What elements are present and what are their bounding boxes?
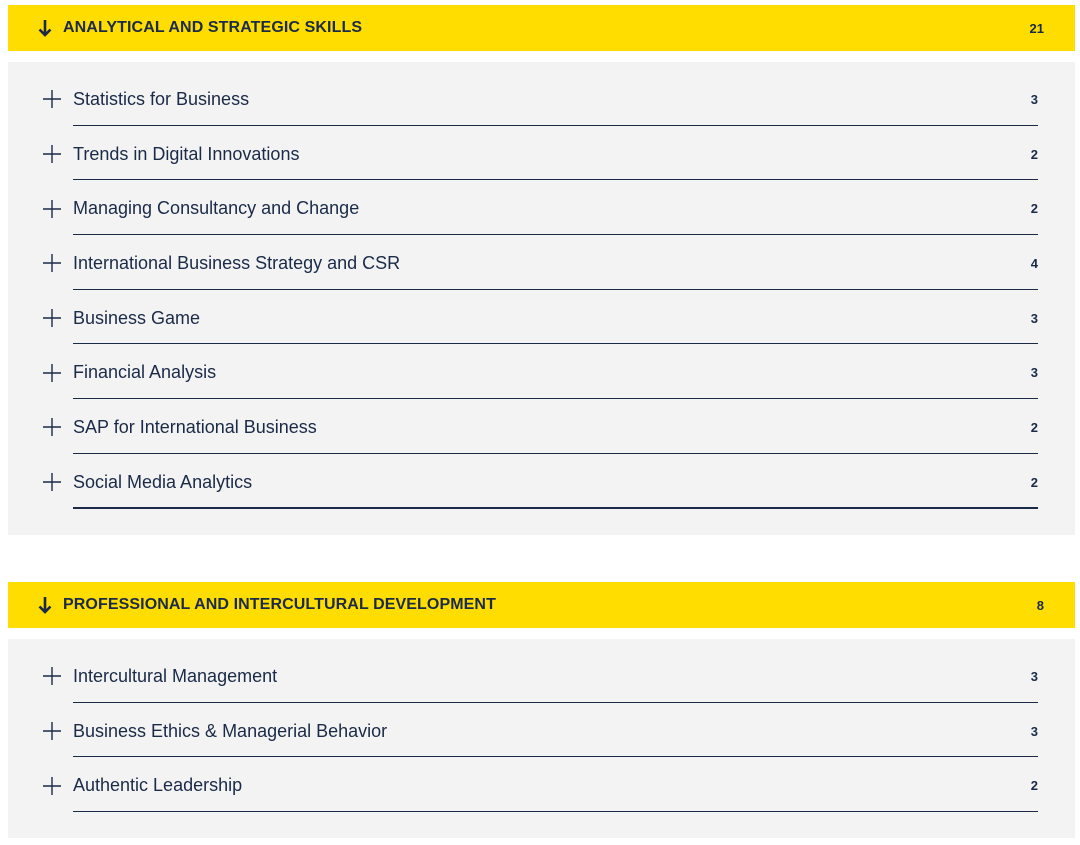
course-name: Financial Analysis [73, 362, 217, 383]
course-credits: 2 [1030, 146, 1038, 162]
course-row[interactable]: Authentic Leadership 2 [42, 757, 1038, 812]
course-credits: 3 [1030, 668, 1038, 684]
course-credits: 2 [1030, 201, 1038, 217]
course-row[interactable]: Trends in Digital Innovations 2 [42, 126, 1038, 181]
course-name: Social Media Analytics [73, 471, 253, 492]
course-name: Trends in Digital Innovations [73, 143, 300, 164]
plus-icon[interactable] [42, 666, 62, 686]
section-credits: 21 [1029, 20, 1044, 36]
course-name: Managing Consultancy and Change [73, 198, 360, 219]
course-list: Intercultural Management 3 Business Ethi… [8, 639, 1075, 839]
course-row[interactable]: SAP for International Business 2 [42, 399, 1038, 454]
course-credits: 4 [1030, 255, 1038, 271]
arrow-down-icon [38, 19, 52, 37]
course-credits: 3 [1030, 723, 1038, 739]
plus-icon[interactable] [42, 253, 62, 273]
plus-icon[interactable] [42, 417, 62, 437]
plus-icon[interactable] [42, 472, 62, 492]
course-credits: 2 [1030, 474, 1038, 490]
course-row[interactable]: Statistics for Business 3 [42, 71, 1038, 126]
course-name: SAP for International Business [73, 416, 317, 437]
course-credits: 2 [1030, 419, 1038, 435]
plus-icon[interactable] [42, 776, 62, 796]
course-row[interactable]: Financial Analysis 3 [42, 344, 1038, 399]
section-analytical-strategic-skills: ANALYTICAL AND STRATEGIC SKILLS 21 Stati… [8, 5, 1075, 535]
section-credits: 8 [1036, 597, 1044, 613]
course-credits: 2 [1030, 778, 1038, 794]
course-row[interactable]: International Business Strategy and CSR … [42, 235, 1038, 290]
course-row[interactable]: Business Ethics & Managerial Behavior 3 [42, 703, 1038, 758]
course-credits: 3 [1030, 365, 1038, 381]
plus-icon[interactable] [42, 721, 62, 741]
course-name: Authentic Leadership [73, 775, 243, 796]
plus-icon[interactable] [42, 199, 62, 219]
plus-icon[interactable] [42, 144, 62, 164]
section-professional-intercultural-development: PROFESSIONAL AND INTERCULTURAL DEVELOPME… [8, 582, 1075, 839]
plus-icon[interactable] [42, 89, 62, 109]
course-row[interactable]: Intercultural Management 3 [42, 648, 1038, 703]
course-name: Intercultural Management [73, 665, 278, 686]
course-credits: 3 [1030, 310, 1038, 326]
course-name: Business Game [73, 307, 201, 328]
section-header[interactable]: ANALYTICAL AND STRATEGIC SKILLS 21 [8, 5, 1075, 51]
course-row[interactable]: Managing Consultancy and Change 2 [42, 180, 1038, 235]
plus-icon[interactable] [42, 308, 62, 328]
course-row[interactable]: Social Media Analytics 2 [42, 454, 1038, 509]
course-name: Statistics for Business [73, 88, 250, 109]
plus-icon[interactable] [42, 363, 62, 383]
course-name: International Business Strategy and CSR [73, 252, 401, 273]
course-row[interactable]: Business Game 3 [42, 290, 1038, 345]
course-name: Business Ethics & Managerial Behavior [73, 720, 388, 741]
section-header[interactable]: PROFESSIONAL AND INTERCULTURAL DEVELOPME… [8, 582, 1075, 628]
course-credits: 3 [1030, 91, 1038, 107]
section-title: ANALYTICAL AND STRATEGIC SKILLS [63, 19, 363, 36]
arrow-down-icon [38, 596, 52, 614]
section-title: PROFESSIONAL AND INTERCULTURAL DEVELOPME… [63, 596, 496, 613]
course-list: Statistics for Business 3 Trends in Digi… [8, 62, 1075, 535]
